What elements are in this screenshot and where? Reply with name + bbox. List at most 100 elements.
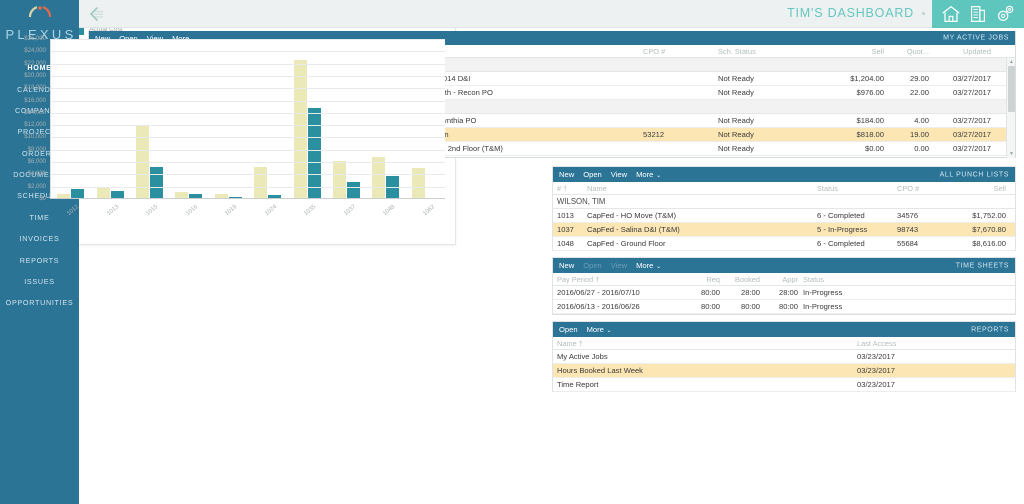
jobs-cost-chart-panel: My Jobs In-Progress - Actual Costs SellA… — [0, 0, 456, 245]
sidebar-item-home[interactable]: HOME — [27, 63, 52, 73]
gridline-5 — [51, 137, 445, 139]
x-label-1035: 1035 — [303, 204, 318, 218]
x-label-1016: 1016 — [184, 204, 199, 218]
scroll-down-icon[interactable]: ▼ — [1009, 151, 1014, 157]
legend-label-1: Actual Cost — [89, 26, 123, 33]
sidebar-item-reports[interactable]: REPORTS — [19, 255, 60, 265]
x-label-wrap-1048: 1048 — [371, 201, 401, 227]
scroll-thumb[interactable] — [1008, 66, 1015, 112]
sidebar-item-orders[interactable]: ORDERS — [22, 148, 57, 158]
sheets-cell-1: 80:00 — [700, 302, 720, 311]
x-label-1015: 1015 — [145, 204, 160, 218]
sidebar-item-time[interactable]: TIME — [29, 212, 50, 222]
sidebar-item-opportunities[interactable]: OPPORTUNITIES — [5, 298, 74, 308]
bar-1062-sell — [411, 167, 425, 198]
jobs-cell-7: 22.00 — [909, 88, 929, 97]
table-row[interactable]: My Active Jobs 03/23/2017 — [553, 350, 1015, 364]
toolbar-more[interactable]: More ⌄ — [636, 261, 662, 270]
sidebar-item-schedule[interactable]: SCHEDULE — [17, 191, 62, 201]
sidebar-item-projects[interactable]: PROJECTS — [17, 127, 62, 137]
top-bar: TIM'S DASHBOARD — [79, 0, 1024, 28]
sheets-panel-label: TIME SHEETS — [955, 262, 1009, 269]
table-row[interactable]: 1013 CapFed - HO Move (T&M) 6 - Completed 3… — [553, 209, 1015, 223]
bar-1013-sell — [96, 187, 110, 198]
y-tick-8: $16,000 — [24, 97, 46, 104]
toolbar-view[interactable]: View — [146, 33, 164, 43]
punch-group-label: WILSON, TIM — [557, 197, 606, 206]
chevron-down-icon: ⌄ — [654, 173, 662, 179]
y-tick-12: $24,000 — [24, 48, 46, 55]
gridline-3 — [51, 162, 445, 164]
header-icon-cluster — [932, 0, 1024, 28]
punch-cell-2: 5 - In-Progress — [817, 225, 868, 234]
x-label-wrap-1015: 1015 — [134, 201, 164, 227]
brand-name: PLEXUS — [5, 27, 77, 42]
punch-cell-0: 1048 — [557, 239, 574, 248]
toolbar-more[interactable]: More ⌄ — [586, 325, 612, 334]
toolbar-more[interactable]: More ⌄ — [636, 170, 662, 179]
toolbar-new[interactable]: New — [95, 33, 111, 43]
toolbar-open[interactable]: Open — [583, 170, 602, 179]
bar-1035-actual-cost — [307, 108, 321, 198]
jobs-cell-5: Not Ready — [718, 74, 754, 83]
jobs-cell-8: 03/27/2017 — [952, 74, 991, 83]
jobs-col-8: Updated — [963, 46, 991, 56]
table-row[interactable]: 2016/06/13 - 2016/06/26 80:00 80:00 80:00 In… — [553, 300, 1015, 314]
table-row[interactable]: Hours Booked Last Week 03/23/2017 — [553, 364, 1015, 378]
gridline-9 — [51, 88, 445, 90]
jobs-cell-7: 19.00 — [909, 130, 929, 139]
toolbar-new[interactable]: New — [559, 261, 575, 270]
gears-icon[interactable] — [994, 3, 1016, 25]
jobs-col-7: Quot... — [906, 46, 929, 56]
gridline-13 — [51, 39, 445, 40]
y-tick-2: $4,000 — [27, 171, 46, 178]
jobs-cell-6: $0.00 — [864, 144, 884, 153]
toolbar-new[interactable]: New — [559, 170, 575, 179]
jobs-cell-6: $976.00 — [856, 88, 884, 97]
punch-cell-3: 98743 — [897, 225, 919, 234]
reports-cell-1: 03/23/2017 — [857, 380, 896, 389]
x-label-1019: 1019 — [224, 204, 239, 218]
sidebar-item-companies[interactable]: COMPANIES — [15, 105, 64, 115]
punch-panel-label: ALL PUNCH LISTS — [939, 171, 1009, 178]
gridline-10 — [51, 75, 445, 77]
sheets-col-3: Appr — [782, 274, 798, 284]
table-row[interactable]: Time Report 03/23/2017 — [553, 378, 1015, 392]
all-punch-lists-panel: New Open View More ⌄ ALL PUNCH LISTS # † Name… — [552, 166, 1016, 251]
jobs-scrollbar[interactable]: ▲ ▼ — [1006, 58, 1015, 158]
bar-1016-actual-cost — [189, 193, 203, 198]
chart-plot — [50, 39, 445, 199]
sheets-toolbar: New Open View More ⌄ TIME SHEETS — [553, 258, 1015, 273]
jobs-col-6: Sell — [871, 46, 884, 56]
toolbar-open[interactable]: Open — [119, 33, 138, 43]
sidebar-item-documents[interactable]: DOCUMENTS — [13, 170, 66, 180]
app-logo[interactable]: PLEXUS — [0, 0, 79, 48]
toolbar-open[interactable]: Open — [559, 325, 578, 334]
back-arrow-icon[interactable] — [88, 4, 110, 24]
punch-cell-4: $8,616.00 — [972, 239, 1006, 248]
sidebar-item-calendar[interactable]: CALENDAR — [17, 84, 62, 94]
gridline-6 — [51, 125, 445, 127]
table-row[interactable]: 2016/06/27 - 2016/07/10 80:00 28:00 28:00 In… — [553, 286, 1015, 300]
punch-cell-2: 6 - Completed — [817, 211, 865, 220]
home-icon[interactable] — [940, 3, 962, 25]
bar-1024-sell — [254, 167, 268, 198]
bar-1035-sell — [293, 59, 307, 198]
building-icon[interactable] — [967, 3, 989, 25]
sidebar-item-issues[interactable]: ISSUES — [24, 276, 55, 286]
toolbar-view[interactable]: View — [610, 170, 628, 179]
table-row[interactable]: 1048 CapFed - Ground Floor 6 - Completed 55… — [553, 237, 1015, 251]
sheets-cell-0: 2016/06/13 - 2016/06/26 — [557, 302, 640, 311]
table-row[interactable]: 1037 CapFed - Salina D&I (T&M) 5 - In-Prog… — [553, 223, 1015, 237]
reports-col-1: Last Access — [857, 338, 897, 348]
scroll-up-icon[interactable]: ▲ — [1009, 59, 1014, 65]
bar-group-1016 — [175, 39, 203, 198]
title-separator-dot — [922, 12, 925, 15]
punch-cell-1: CapFed - Salina D&I (T&M) — [587, 225, 680, 234]
sheets-cell-1: 80:00 — [700, 288, 720, 297]
y-tick-0: $0 — [39, 196, 46, 202]
sheets-cell-2: 28:00 — [740, 288, 760, 297]
chart-x-axis: 1012 1013 1015 1016 1019 1024 1035 1037 1048 1062 — [50, 201, 445, 227]
sidebar-item-invoices[interactable]: INVOICES — [19, 234, 60, 244]
